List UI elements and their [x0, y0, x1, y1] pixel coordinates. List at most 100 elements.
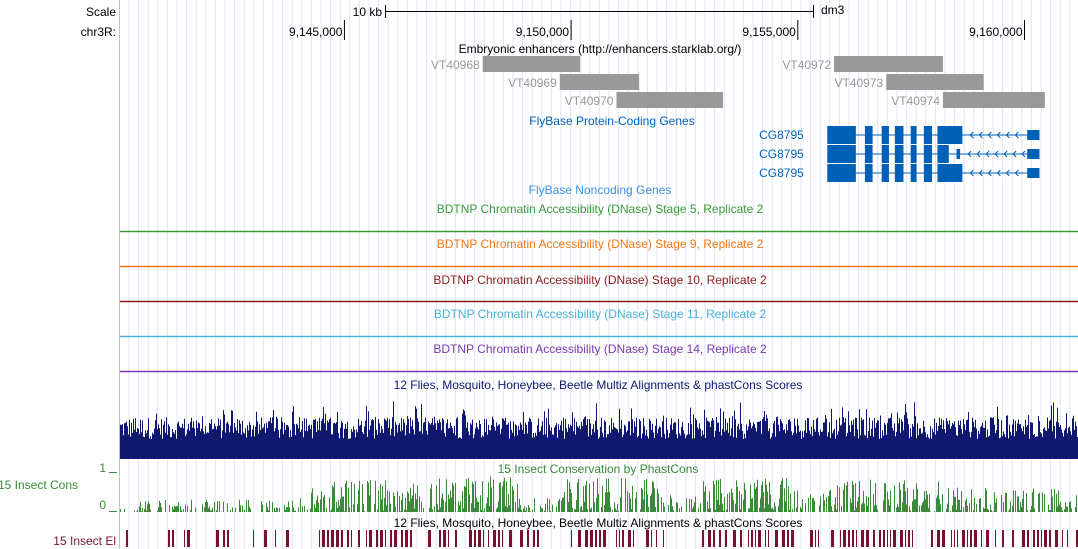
conserved-element — [616, 530, 617, 547]
strand-arrow — [987, 169, 992, 177]
enhancer-block[interactable] — [942, 92, 1045, 108]
conserved-element — [394, 530, 397, 547]
exon-block — [894, 145, 904, 163]
conserved-element — [791, 530, 794, 547]
conserved-element — [322, 530, 325, 547]
enhancer-label: VT40968 — [431, 58, 480, 72]
track-elements[interactable]: 12 Flies, Mosquito, Honeybee, Beetle Mul… — [53, 516, 1078, 548]
conserved-element — [755, 530, 756, 547]
enhancer-item[interactable]: VT40973 — [835, 74, 984, 90]
conserved-element — [758, 530, 761, 547]
conserved-element — [900, 530, 903, 547]
exon-block — [956, 149, 961, 159]
conserved-element — [385, 530, 386, 547]
conserved-element — [369, 530, 372, 547]
conserved-element — [733, 530, 736, 547]
conserved-element — [493, 530, 496, 547]
conserved-element — [184, 530, 185, 547]
track-dnase-stage14[interactable]: BDTNP Chromatin Accessibility (DNase) St… — [120, 342, 1078, 373]
conserved-element — [509, 530, 512, 547]
gene-label[interactable]: CG8795 — [759, 166, 804, 180]
strand-arrow — [976, 150, 981, 158]
ruler-tick-label: 9,145,000 — [289, 25, 343, 39]
y-axis-max-label: 1 — [99, 461, 106, 475]
conserved-element — [1037, 530, 1039, 547]
conserved-element — [1055, 530, 1058, 547]
enhancer-block[interactable] — [886, 74, 984, 90]
conserved-element — [527, 530, 529, 547]
exon-block — [881, 145, 889, 163]
strand-arrow — [1003, 150, 1008, 158]
conserved-element — [879, 530, 881, 547]
gene-label[interactable]: CG8795 — [759, 128, 804, 142]
conserved-element — [1044, 530, 1047, 547]
conserved-element — [585, 530, 588, 547]
enhancer-item[interactable]: VT40974 — [891, 92, 1045, 108]
conserved-element — [358, 530, 360, 547]
enhancer-label: VT40974 — [891, 94, 940, 108]
conserved-element — [748, 530, 749, 547]
enhancer-item[interactable]: VT40968 — [431, 56, 581, 72]
gene-transcript[interactable]: CG8795 — [759, 145, 1040, 163]
base-position-ruler[interactable]: Scale chr3R: 10 kb dm3 9,145,000 9,150,00… — [81, 3, 1026, 40]
exon-block — [937, 164, 963, 182]
ruler-tick-label: 9,160,000 — [969, 25, 1023, 39]
track-enhancers[interactable]: Embryonic enhancers (http://enhancers.st… — [431, 42, 1045, 108]
track-dnase-stage5[interactable]: BDTNP Chromatin Accessibility (DNase) St… — [120, 202, 1078, 233]
enhancer-block[interactable] — [559, 74, 640, 90]
conserved-element — [768, 530, 769, 547]
conserved-element — [619, 530, 620, 547]
track-multiz[interactable]: 12 Flies, Mosquito, Honeybee, Beetle Mul… — [120, 378, 1078, 459]
gene-label[interactable]: CG8795 — [759, 147, 804, 161]
conserved-element — [187, 530, 190, 547]
conserved-element — [1041, 530, 1042, 547]
conserved-element — [428, 530, 431, 547]
conserved-element — [663, 530, 664, 547]
gene-transcript[interactable]: CG8795 — [759, 126, 1040, 144]
conserved-element — [905, 530, 906, 547]
exon-block — [864, 164, 873, 182]
track-phastcons[interactable]: 15 Insect Conservation by PhastCons 15 I… — [0, 461, 1078, 512]
track-dnase-stage9[interactable]: BDTNP Chromatin Accessibility (DNase) St… — [120, 237, 1078, 268]
track-dnase-stage11[interactable]: BDTNP Chromatin Accessibility (DNase) St… — [120, 307, 1078, 338]
conserved-element — [1033, 530, 1035, 547]
conserved-element — [810, 530, 813, 547]
track-title-dnase-stage5: BDTNP Chromatin Accessibility (DNase) St… — [437, 202, 764, 216]
conserved-element — [861, 530, 864, 547]
conserved-element — [483, 530, 484, 547]
conserved-element — [1062, 530, 1063, 547]
track-title-coding-genes: FlyBase Protein-Coding Genes — [529, 114, 694, 128]
enhancer-item[interactable]: VT40970 — [565, 92, 724, 108]
exon-block — [910, 164, 917, 182]
conserved-element — [286, 530, 289, 547]
exon-block — [864, 126, 873, 144]
conserved-element — [1027, 530, 1029, 547]
conserved-element — [848, 530, 850, 547]
strand-arrow — [985, 150, 990, 158]
enhancer-block[interactable] — [616, 92, 724, 108]
enhancer-block[interactable] — [482, 56, 581, 72]
strand-arrow — [969, 169, 974, 177]
strand-arrow — [969, 131, 974, 139]
conserved-element — [646, 530, 649, 547]
track-left-label-phastcons: 15 Insect Cons — [0, 478, 78, 492]
conserved-element — [633, 530, 634, 547]
conserved-element — [787, 530, 789, 547]
conserved-element — [599, 530, 601, 547]
enhancer-label: VT40973 — [835, 76, 884, 90]
conserved-element — [488, 530, 489, 547]
track-coding-genes[interactable]: FlyBase Protein-Coding Genes CG8795 CG879… — [529, 114, 1040, 182]
conserved-element — [954, 530, 955, 547]
conserved-element — [331, 530, 334, 547]
track-dnase-stage10[interactable]: BDTNP Chromatin Accessibility (DNase) St… — [120, 273, 1078, 303]
enhancer-item[interactable]: VT40972 — [782, 56, 943, 72]
conserved-element — [327, 530, 329, 547]
enhancer-block[interactable] — [834, 56, 943, 72]
enhancer-item[interactable]: VT40969 — [508, 74, 640, 90]
conserved-element — [957, 530, 958, 547]
gene-transcript[interactable]: CG8795 — [759, 164, 1040, 182]
assembly-label: dm3 — [821, 3, 845, 17]
conserved-element — [782, 530, 785, 547]
conserved-element — [708, 530, 711, 547]
